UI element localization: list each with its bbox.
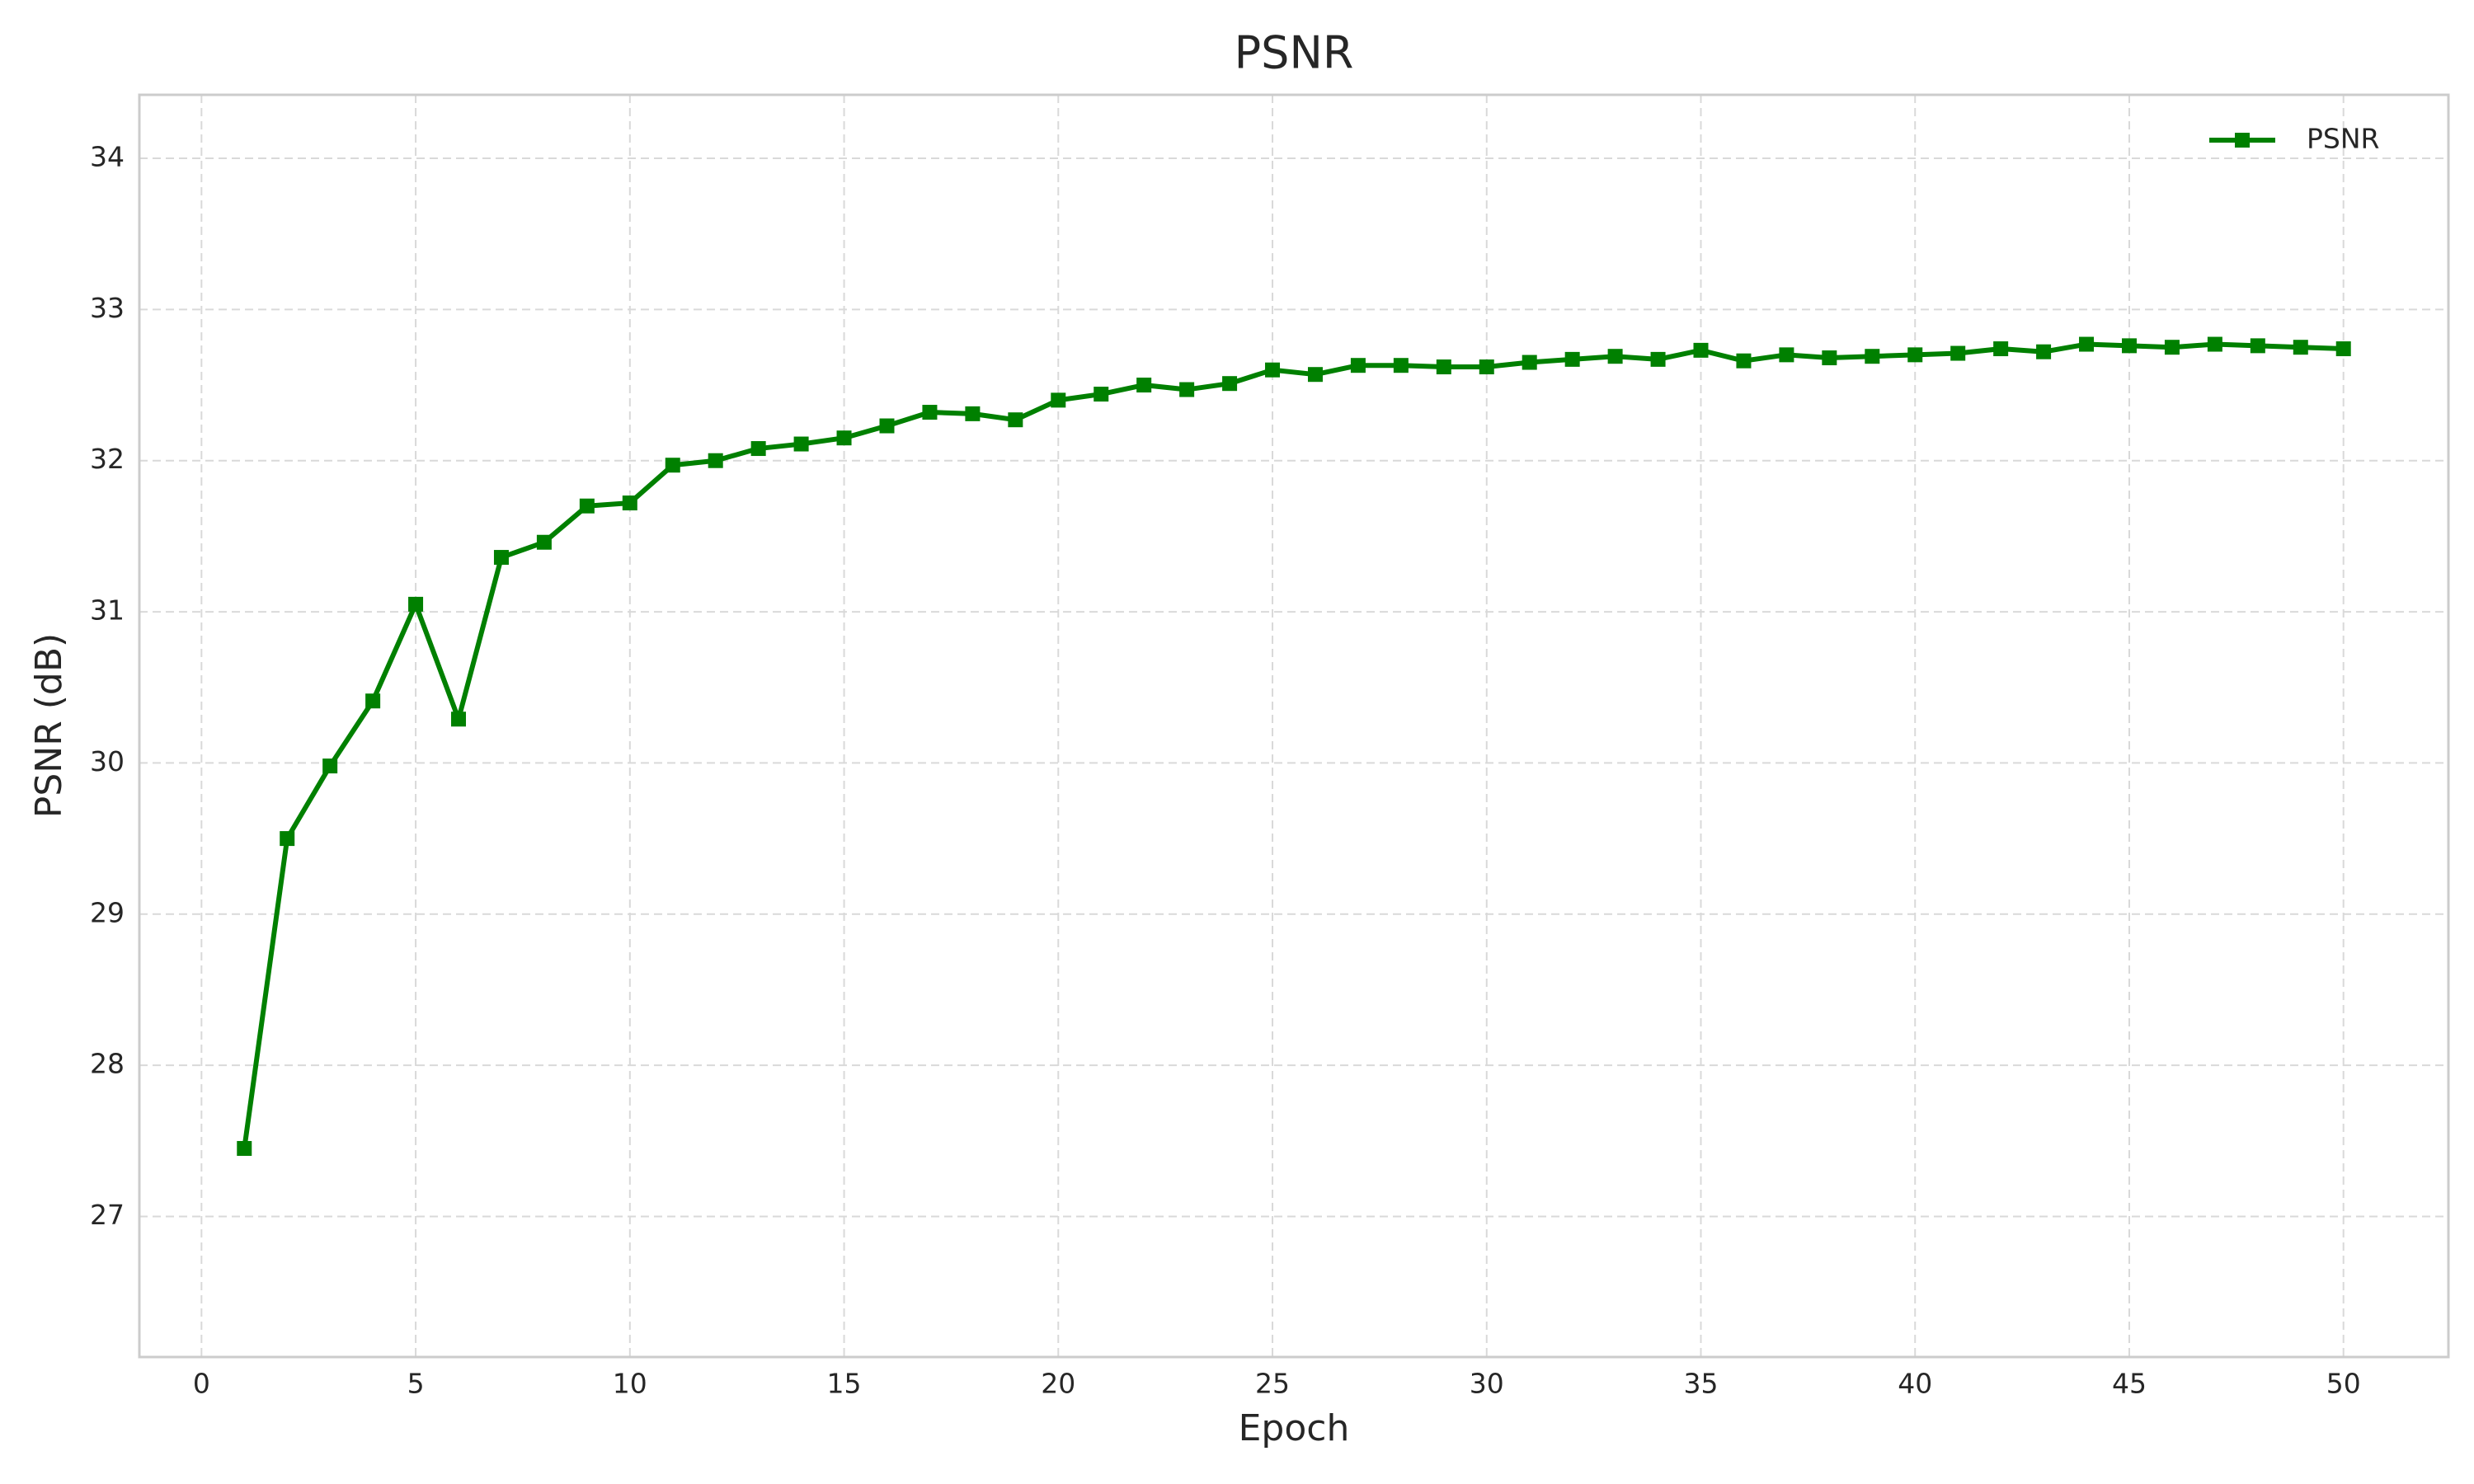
y-tick-label: 31 [90,594,125,627]
x-tick-label: 5 [407,1368,425,1400]
data-point [1222,376,1238,392]
x-tick-label: 10 [613,1368,647,1400]
x-tick-label: 0 [193,1368,210,1400]
data-point [1950,345,1966,361]
data-point [2293,340,2308,355]
data-point [622,495,637,511]
data-point [1564,351,1580,367]
data-point [1693,342,1709,358]
data-point [1136,378,1152,393]
legend-marker [2235,133,2250,148]
y-tick-label: 33 [90,292,125,324]
data-point [1094,387,1109,402]
x-tick-label: 30 [1470,1368,1504,1400]
data-point [1522,355,1537,370]
data-point [708,453,723,468]
data-point [1008,412,1023,428]
plot-frame [138,93,2450,1359]
data-point [2207,336,2222,352]
x-tick-label: 15 [827,1368,862,1400]
x-axis-label: Epoch [1239,1407,1350,1449]
data-point [1736,353,1752,369]
data-point [1993,341,2009,357]
data-point [1307,367,1323,383]
data-point [2036,344,2052,359]
data-point [1907,347,1923,363]
data-point [665,458,680,473]
x-tick-label: 50 [2326,1368,2361,1400]
data-point [1779,347,1794,363]
data-point [922,405,938,420]
data-point [879,418,895,434]
x-tick-label: 40 [1898,1368,1932,1400]
data-point [2164,340,2180,355]
x-tick-label: 25 [1255,1368,1290,1400]
x-tick-label: 35 [1684,1368,1719,1400]
data-point [451,711,467,727]
data-point [1479,359,1494,375]
legend-label: PSNR [2307,123,2379,155]
data-point [365,693,381,709]
x-tick-label: 20 [1041,1368,1075,1400]
y-tick-label: 32 [90,443,125,475]
data-point [1607,349,1623,364]
data-point [1179,382,1195,397]
x-tick-label: 45 [2112,1368,2147,1400]
y-tick-label: 34 [90,141,125,173]
y-tick-label: 28 [90,1048,125,1080]
data-point [1436,359,1451,375]
data-point [793,436,809,452]
data-point [1393,358,1409,373]
data-point [965,406,981,421]
data-point [408,596,424,612]
data-point [1865,349,1880,364]
data-point [322,758,338,774]
data-point [2335,341,2351,357]
data-point [2079,336,2095,352]
data-point [1265,362,1281,378]
data-point [280,831,295,847]
data-point [493,550,509,566]
data-point [579,498,595,514]
y-tick-label: 27 [90,1199,125,1231]
y-axis-label: PSNR (dB) [28,633,70,818]
data-point [1822,350,1837,366]
y-tick-label: 29 [90,896,125,928]
data-point [2121,338,2137,354]
data-point [536,534,552,550]
data-point [237,1140,252,1156]
data-point [750,441,766,457]
data-point [1650,351,1666,367]
data-point [1051,392,1066,408]
data-point [1350,358,1366,373]
data-point [2250,338,2265,354]
chart-title: PSNR [1235,27,1354,79]
y-tick-label: 30 [90,745,125,777]
data-point [836,430,852,446]
